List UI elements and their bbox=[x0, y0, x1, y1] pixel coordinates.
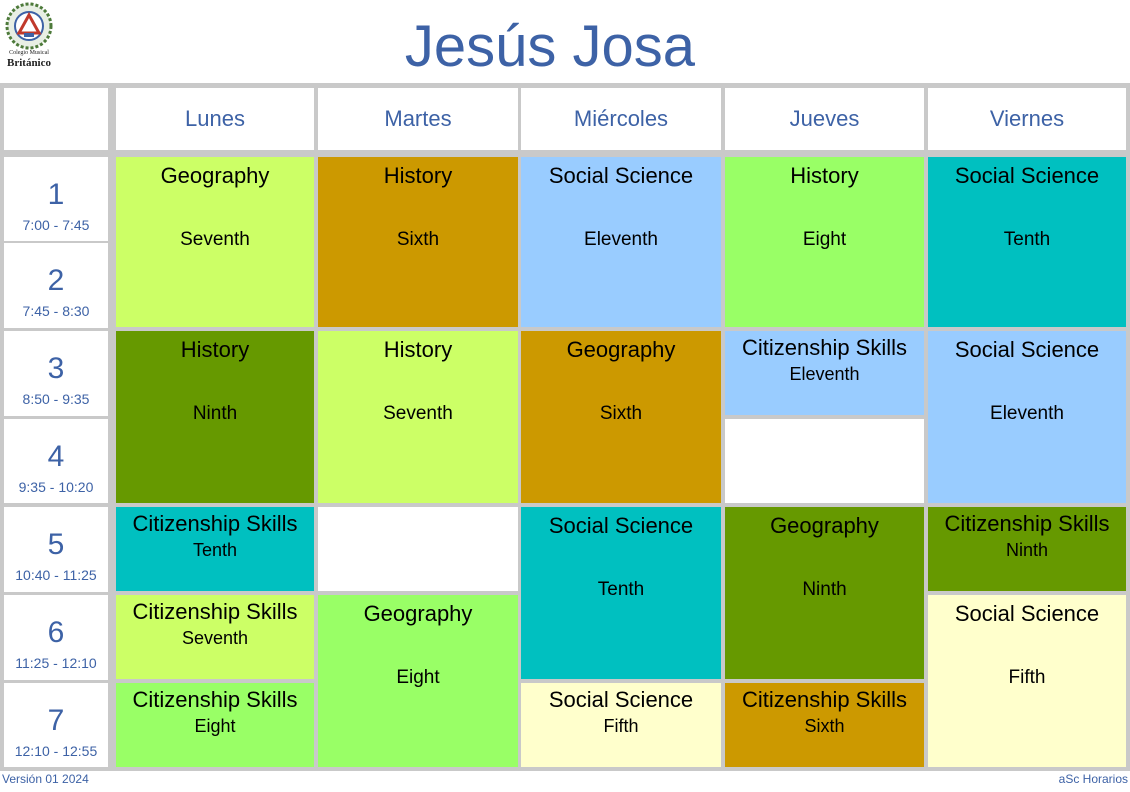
lesson-subject: Geography bbox=[363, 601, 473, 626]
lesson-grade: Fifth bbox=[603, 716, 639, 736]
day-header-jueves: Jueves bbox=[725, 88, 924, 150]
lesson-card[interactable]: Social Science Fifth bbox=[928, 595, 1126, 767]
lesson-subject: Social Science bbox=[954, 163, 1100, 188]
lesson-subject: Geography bbox=[160, 163, 270, 188]
lesson-subject: Social Science bbox=[548, 163, 694, 188]
corner-cell bbox=[4, 88, 108, 150]
period-number: 5 bbox=[47, 528, 65, 561]
day-header-miercoles: Miércoles bbox=[521, 88, 721, 150]
lesson-subject: Citizenship Skills bbox=[741, 335, 908, 360]
period-number: 4 bbox=[47, 440, 65, 473]
lesson-grade: Tenth bbox=[597, 579, 645, 600]
lesson-subject: Citizenship Skills bbox=[132, 599, 298, 624]
lesson-subject: Citizenship Skills bbox=[944, 511, 1110, 536]
period-number: 6 bbox=[47, 616, 65, 649]
lesson-subject: History bbox=[383, 337, 453, 362]
lesson-card[interactable]: Geography Eight bbox=[318, 595, 518, 767]
lesson-card[interactable]: Geography Ninth bbox=[725, 507, 924, 679]
lesson-card[interactable]: Citizenship Skills Eleventh bbox=[725, 331, 924, 415]
lesson-subject: Social Science bbox=[954, 601, 1100, 626]
lesson-card[interactable]: Geography Sixth bbox=[521, 331, 721, 503]
empty-slot[interactable] bbox=[725, 419, 924, 503]
day-header-viernes: Viernes bbox=[928, 88, 1126, 150]
lesson-card[interactable]: Social Science Tenth bbox=[928, 157, 1126, 327]
lesson-grade: Eight bbox=[194, 716, 236, 736]
period-number: 7 bbox=[47, 704, 65, 737]
lesson-card[interactable]: Citizenship Skills Sixth bbox=[725, 683, 924, 767]
lesson-subject: Social Science bbox=[954, 337, 1100, 362]
lesson-card[interactable]: Citizenship Skills Seventh bbox=[116, 595, 314, 679]
lesson-grade: Sixth bbox=[804, 716, 845, 736]
period-header-7: 7 12:10 - 12:55 bbox=[4, 683, 108, 767]
period-time: 12:10 - 12:55 bbox=[14, 743, 98, 759]
version-label: Versión 01 2024 bbox=[2, 772, 89, 786]
day-header-martes: Martes bbox=[318, 88, 518, 150]
period-time: 7:00 - 7:45 bbox=[22, 217, 90, 233]
period-header-5: 5 10:40 - 11:25 bbox=[4, 507, 108, 592]
period-header-2: 2 7:45 - 8:30 bbox=[4, 243, 108, 328]
lesson-card[interactable]: Social Science Tenth bbox=[521, 507, 721, 679]
lesson-card[interactable]: History Seventh bbox=[318, 331, 518, 503]
lesson-card[interactable]: Social Science Fifth bbox=[521, 683, 721, 767]
lesson-card[interactable]: Geography Seventh bbox=[116, 157, 314, 327]
lesson-grade: Seventh bbox=[181, 628, 249, 648]
lesson-card[interactable]: Citizenship Skills Ninth bbox=[928, 507, 1126, 591]
lesson-subject: History bbox=[790, 163, 859, 188]
empty-slot[interactable] bbox=[318, 507, 518, 591]
period-time: 11:25 - 12:10 bbox=[15, 655, 97, 671]
period-number: 1 bbox=[47, 178, 65, 211]
lesson-grade: Eleventh bbox=[990, 403, 1064, 424]
lesson-grade: Eight bbox=[802, 229, 847, 250]
page-title: Jesús Josa bbox=[404, 14, 696, 79]
lesson-grade: Sixth bbox=[599, 403, 643, 424]
period-time: 7:45 - 8:30 bbox=[22, 303, 90, 319]
timetable-grid: Lunes Martes Miércoles Jueves Viernes 1 … bbox=[0, 83, 1130, 771]
period-time: 10:40 - 11:25 bbox=[15, 567, 97, 583]
lesson-card[interactable]: History Eight bbox=[725, 157, 924, 327]
lesson-subject: Citizenship Skills bbox=[132, 511, 298, 536]
lesson-subject: History bbox=[180, 337, 250, 362]
lesson-card[interactable]: Social Science Eleventh bbox=[521, 157, 721, 327]
lesson-card[interactable]: History Ninth bbox=[116, 331, 314, 503]
lesson-grade: Ninth bbox=[1005, 540, 1049, 560]
logo-text-line2: Británico bbox=[7, 57, 51, 69]
lesson-card[interactable]: History Sixth bbox=[318, 157, 518, 327]
period-header-1: 1 7:00 - 7:45 bbox=[4, 157, 108, 241]
lesson-subject: Geography bbox=[770, 513, 879, 538]
lesson-grade: Seventh bbox=[383, 403, 453, 424]
period-number: 2 bbox=[47, 264, 65, 297]
lesson-grade: Ninth bbox=[192, 403, 238, 424]
lesson-grade: Tenth bbox=[1003, 229, 1051, 250]
lesson-grade: Seventh bbox=[180, 229, 250, 250]
period-time: 9:35 - 10:20 bbox=[18, 479, 94, 495]
lesson-subject: Social Science bbox=[548, 513, 694, 538]
period-header-6: 6 11:25 - 12:10 bbox=[4, 595, 108, 680]
lesson-card[interactable]: Citizenship Skills Tenth bbox=[116, 507, 314, 591]
lesson-grade: Fifth bbox=[1008, 667, 1046, 688]
lesson-subject: Social Science bbox=[548, 687, 694, 712]
lesson-subject: Geography bbox=[566, 337, 676, 362]
lesson-grade: Eight bbox=[396, 667, 440, 688]
brand-label: aSc Horarios bbox=[1058, 772, 1128, 786]
lesson-grade: Ninth bbox=[802, 579, 847, 600]
lesson-card[interactable]: Social Science Eleventh bbox=[928, 331, 1126, 503]
logo-text-line1: Colegio Musical bbox=[9, 50, 49, 56]
lesson-subject: History bbox=[383, 163, 453, 188]
period-number: 3 bbox=[47, 352, 65, 385]
lesson-card[interactable]: Citizenship Skills Eight bbox=[116, 683, 314, 767]
school-logo bbox=[2, 2, 56, 70]
lesson-grade: Eleventh bbox=[789, 364, 860, 384]
lesson-subject: Citizenship Skills bbox=[132, 687, 298, 712]
lesson-grade: Sixth bbox=[396, 229, 440, 250]
period-header-4: 4 9:35 - 10:20 bbox=[4, 419, 108, 503]
lesson-subject: Citizenship Skills bbox=[741, 687, 908, 712]
period-time: 8:50 - 9:35 bbox=[22, 391, 90, 407]
lesson-grade: Tenth bbox=[192, 540, 238, 560]
day-header-lunes: Lunes bbox=[116, 88, 314, 150]
lesson-grade: Eleventh bbox=[584, 229, 658, 250]
period-header-3: 3 8:50 - 9:35 bbox=[4, 331, 108, 416]
